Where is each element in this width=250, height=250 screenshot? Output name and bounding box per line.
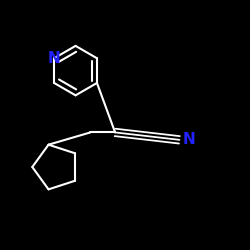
Text: N: N [48,51,60,66]
Text: N: N [183,132,196,147]
